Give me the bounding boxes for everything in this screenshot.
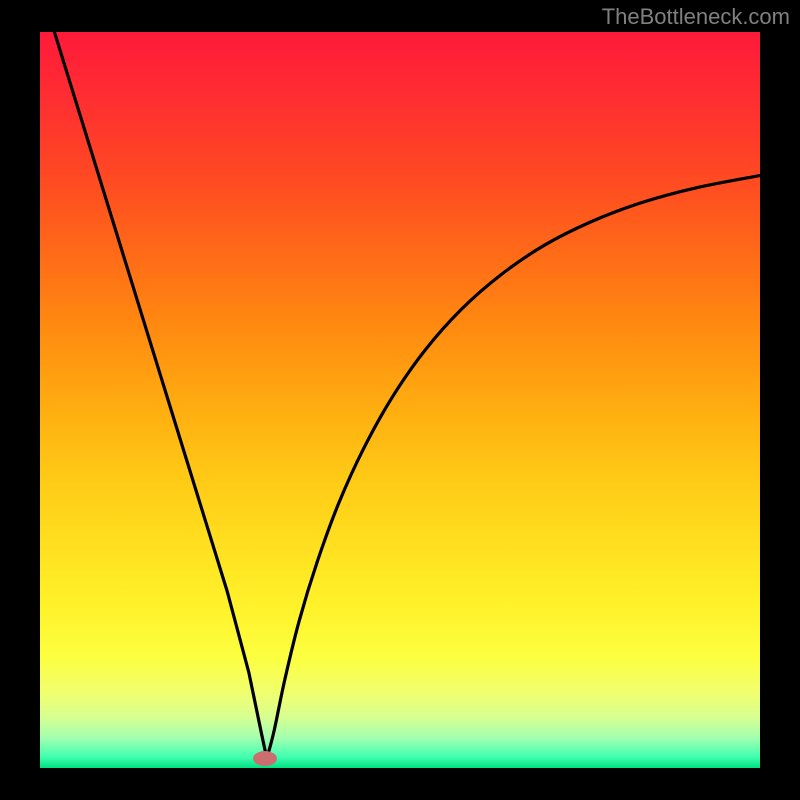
- curve-right-branch: [267, 176, 760, 759]
- bottleneck-curve-layer: [40, 32, 760, 768]
- watermark-text: TheBottleneck.com: [602, 4, 790, 30]
- chart-container: TheBottleneck.com: [0, 0, 800, 800]
- curve-left-branch: [54, 32, 266, 758]
